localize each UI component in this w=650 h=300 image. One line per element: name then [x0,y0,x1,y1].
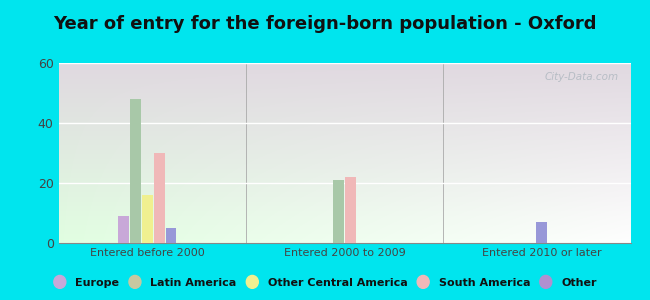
Bar [118,216,129,243]
Bar [333,180,344,243]
Bar [130,99,141,243]
Bar [142,195,153,243]
Text: City-Data.com: City-Data.com [545,72,619,82]
Text: Year of entry for the foreign-born population - Oxford: Year of entry for the foreign-born popul… [53,15,597,33]
Bar [536,222,547,243]
Bar [166,228,176,243]
Bar [345,177,356,243]
Bar [153,153,164,243]
Legend: Europe, Latin America, Other Central America, South America, Other: Europe, Latin America, Other Central Ame… [50,274,600,291]
